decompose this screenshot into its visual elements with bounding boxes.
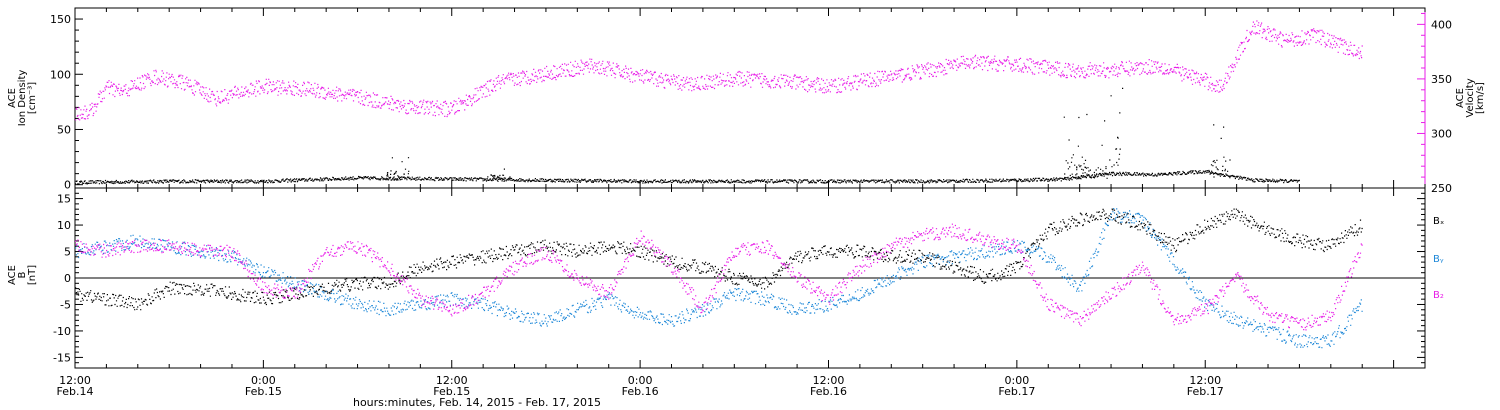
b-axis-tick-label: -5 [60,298,71,311]
top-frame [74,7,1426,189]
b-axis-tick-label: 5 [64,246,71,259]
b-axis-tick-label: 15 [57,193,71,206]
x-tick-time: 12:00 [436,374,468,387]
x-tick-date: Feb.14 [57,385,94,398]
b-axis-title-line: B [17,271,28,278]
velocity-axis-title: ACE Velocity [km/s] [1455,78,1486,117]
x-tick-date: Feb.15 [245,385,282,398]
x-tick-date: Feb.17 [998,385,1035,398]
x-tick-date: Feb.16 [810,385,847,398]
density-axis-tick-label: 100 [50,68,71,81]
velocity-points [75,20,1363,121]
legend-item: B₂ [1433,290,1444,301]
velocity-axis-tick-label: 250 [1431,182,1452,195]
x-tick-time: 0:00 [1005,374,1030,387]
b-axis-tick-label: -10 [53,325,71,338]
x-tick-date: Feb.17 [1187,385,1224,398]
density-axis-tick-label: 150 [50,13,71,26]
b-axis-tick-label: -15 [53,351,71,364]
b-series-points-0 [75,208,1363,311]
x-tick-date: Feb.15 [433,385,470,398]
x-axis-title: hours:minutes, Feb. 14, 2015 - Feb. 17, … [353,396,601,409]
b-series-2 [75,223,1363,331]
velocity-axis-tick-label: 350 [1431,73,1452,86]
x-tick-time: 0:00 [251,374,276,387]
b-series-points-2 [75,223,1363,331]
b-series-0 [75,208,1363,311]
density-axis-title: ACE Ion Density [cm⁻³] [7,70,38,127]
velocity-axis-title-line: Velocity [1465,78,1476,117]
bottom-panel: -15 -10 -5 0 5 10 15 ACE B [nT] Bₓ Bᵧ B₂ [7,187,1444,369]
x-tick-time: 12:00 [813,374,845,387]
density-axis-title-line: Ion Density [17,70,28,127]
b-series-1 [75,208,1363,349]
velocity-axis-title-line: [km/s] [1475,82,1486,114]
density-points [75,87,1300,185]
b-axis-title-line: ACE [7,265,18,285]
density-axis-title-line: [cm⁻³] [27,82,38,114]
x-tick-time: 0:00 [628,374,653,387]
density-axis-tick-label: 50 [57,123,71,136]
velocity-series [75,20,1363,121]
b-axis-tick-label: 0 [64,272,71,285]
b-axis-title-line: [nT] [27,265,38,285]
density-series [75,87,1300,185]
b-axis-title: ACE B [nT] [7,265,38,285]
x-tick-time: 12:00 [59,374,91,387]
velocity-axis-tick-label: 300 [1431,127,1452,140]
velocity-axis-title-line: ACE [1455,88,1466,108]
b-series-points-1 [75,208,1363,349]
x-axis: 12:00Feb.140:00Feb.1512:00Feb.150:00Feb.… [57,8,1426,398]
b-axis-tick-label: 10 [57,219,71,232]
legend-item: Bₓ [1433,216,1444,227]
x-tick-date: Feb.16 [622,385,659,398]
legend-item: Bᵧ [1433,254,1444,265]
density-axis-tick-label: 0 [64,179,71,192]
velocity-axis-tick-label: 400 [1431,18,1452,31]
x-tick-time: 12:00 [1189,374,1221,387]
density-axis-title-line: ACE [7,88,18,108]
